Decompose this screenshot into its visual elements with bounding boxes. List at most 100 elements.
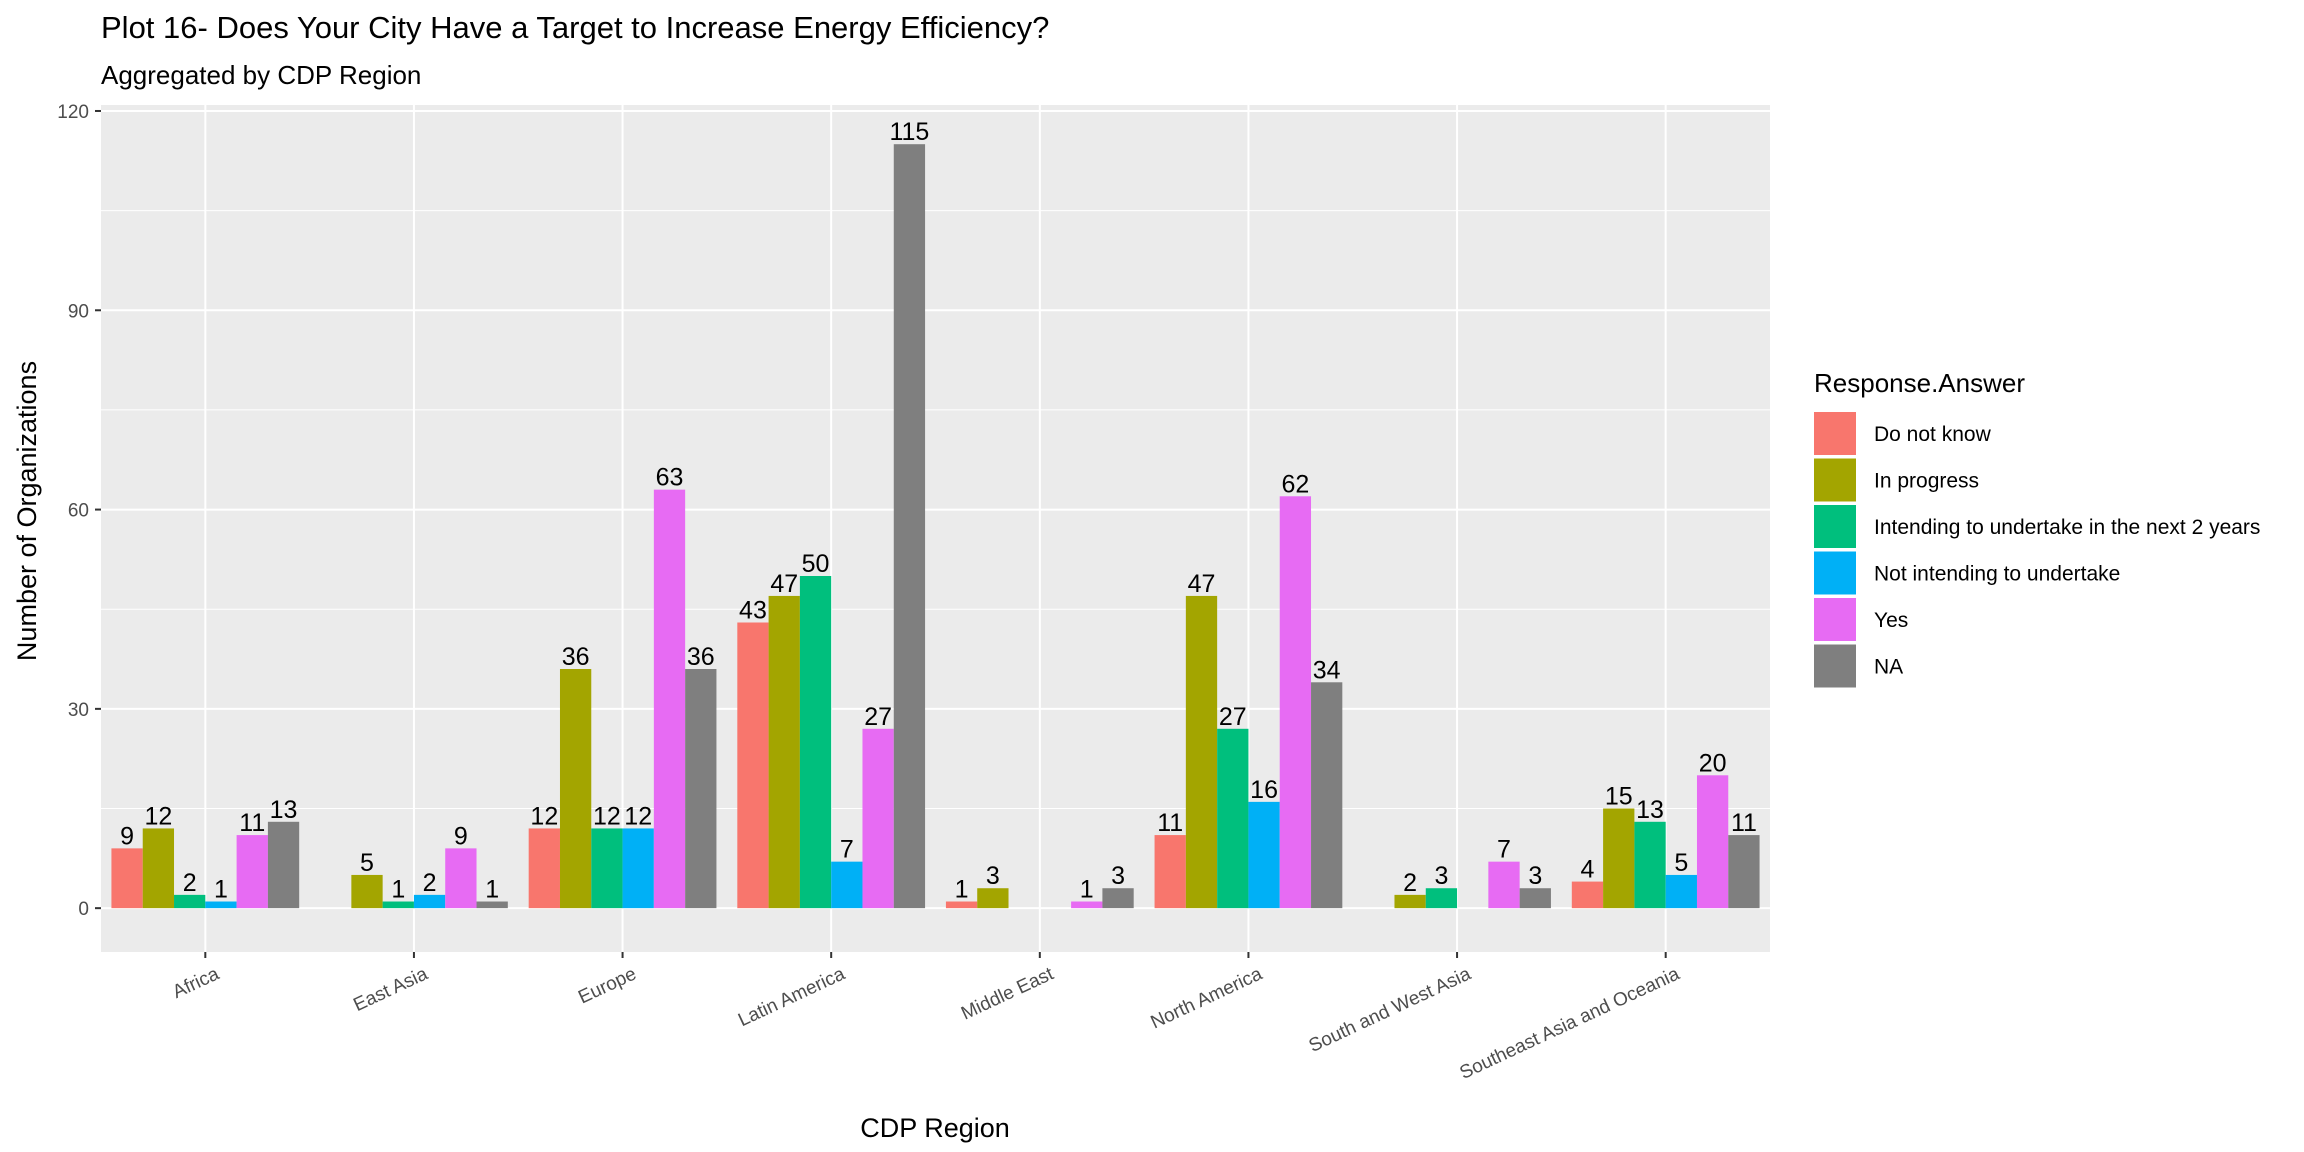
bar-latin-america-not-intending-to-undertake: [831, 861, 863, 909]
bars: [111, 144, 1760, 909]
x-axis-title: CDP Region: [860, 1113, 1010, 1143]
data-label-north-america-na: 34: [1313, 656, 1341, 684]
bar-southeast-asia-and-oceania-intending-to-undertake-in-the-next-2-years: [1634, 821, 1666, 909]
data-label-southeast-asia-and-oceania-not-intending-to-undertake: 5: [1674, 849, 1688, 877]
bar-latin-america-do-not-know: [737, 622, 769, 909]
bar-europe-intending-to-undertake-in-the-next-2-years: [591, 828, 623, 909]
y-tick-label: 90: [68, 301, 89, 322]
bar-southeast-asia-and-oceania-yes: [1696, 775, 1729, 909]
bar-middle-east-yes: [1071, 901, 1103, 909]
data-label-north-america-do-not-know: 11: [1157, 809, 1183, 837]
bar-europe-do-not-know: [528, 828, 560, 909]
legend-swatch-na: [1814, 644, 1856, 688]
legend-label-na: NA: [1874, 656, 1903, 679]
bar-north-america-yes: [1279, 496, 1312, 909]
bar-latin-america-yes: [862, 728, 894, 909]
data-label-latin-america-do-not-know: 43: [739, 597, 767, 625]
legend-swatch-in-progress: [1814, 458, 1856, 502]
bar-north-america-not-intending-to-undertake: [1248, 801, 1280, 909]
data-label-south-and-west-asia-yes: 7: [1497, 836, 1511, 864]
data-label-east-asia-intending-to-undertake-in-the-next-2-years: 1: [391, 876, 405, 904]
x-axis: Africa East Asia Europe Latin America Middle…: [170, 952, 1684, 1084]
x-tick-label-middle-east: Middle East: [958, 963, 1057, 1024]
bar-middle-east-in-progress: [977, 888, 1009, 909]
chart-subtitle: Aggregated by CDP Region: [101, 60, 421, 90]
data-label-north-america-yes: 62: [1281, 470, 1309, 498]
data-label-europe-do-not-know: 12: [530, 802, 558, 830]
data-label-europe-not-intending-to-undertake: 12: [624, 802, 652, 830]
data-label-north-america-not-intending-to-undertake: 16: [1250, 776, 1278, 804]
bar-europe-in-progress: [559, 669, 592, 909]
y-axis: 0 30 60 90 120: [57, 102, 101, 920]
bar-east-asia-in-progress: [351, 874, 383, 909]
bar-latin-america-na: [893, 144, 926, 909]
data-label-north-america-in-progress: 47: [1188, 570, 1216, 598]
legend-swatch-intending-to-undertake-in-the-next-2-years: [1814, 505, 1856, 548]
bar-north-america-na: [1311, 682, 1343, 909]
bar-africa-do-not-know: [111, 848, 143, 909]
bar-south-and-west-asia-na: [1519, 888, 1551, 909]
bar-africa-yes: [236, 835, 268, 909]
x-tick-label-europe: Europe: [575, 963, 639, 1008]
data-label-south-and-west-asia-intending-to-undertake-in-the-next-2-years: 3: [1434, 862, 1448, 890]
data-label-africa-not-intending-to-undertake: 1: [214, 876, 228, 904]
bar-africa-in-progress: [142, 828, 175, 909]
y-axis-title: Number of Organizations: [12, 361, 42, 661]
bar-latin-america-in-progress: [768, 595, 800, 909]
legend-title: Response.Answer: [1814, 368, 2025, 398]
data-label-africa-yes: 11: [239, 809, 265, 837]
data-label-europe-na: 36: [687, 643, 715, 671]
data-label-latin-america-yes: 27: [864, 703, 892, 731]
data-label-latin-america-intending-to-undertake-in-the-next-2-years: 50: [802, 550, 830, 578]
bar-south-and-west-asia-yes: [1488, 861, 1520, 909]
data-label-latin-america-in-progress: 47: [770, 570, 798, 598]
y-tick-label: 120: [57, 102, 89, 123]
bar-east-asia-intending-to-undertake-in-the-next-2-years: [382, 901, 414, 909]
bar-africa-intending-to-undertake-in-the-next-2-years: [174, 894, 206, 909]
data-label-middle-east-yes: 1: [1080, 876, 1094, 904]
x-tick-label-east-asia: East Asia: [350, 963, 431, 1016]
bar-east-asia-not-intending-to-undertake: [413, 894, 446, 909]
legend-label-in-progress: In progress: [1874, 470, 1979, 493]
data-label-middle-east-na: 3: [1111, 862, 1125, 890]
legend-label-intending-to-undertake-in-the-next-2-years: Intending to undertake in the next 2 yea…: [1874, 516, 2260, 539]
plot-panel: [101, 105, 1770, 952]
chart-title: Plot 16- Does Your City Have a Target to…: [101, 10, 1049, 45]
bar-southeast-asia-and-oceania-do-not-know: [1571, 881, 1604, 909]
x-tick-label-southeast-asia-and-oceania: Southeast Asia and Oceania: [1457, 963, 1684, 1084]
x-tick-label-africa: Africa: [170, 963, 223, 1003]
data-label-southeast-asia-and-oceania-na: 11: [1731, 809, 1757, 837]
x-tick-label-south-and-west-asia: South and West Asia: [1306, 963, 1475, 1057]
data-label-europe-in-progress: 36: [562, 643, 590, 671]
data-label-north-america-intending-to-undertake-in-the-next-2-years: 27: [1219, 703, 1247, 731]
data-label-south-and-west-asia-na: 3: [1528, 862, 1542, 890]
bar-north-america-intending-to-undertake-in-the-next-2-years: [1217, 728, 1249, 909]
bar-europe-yes: [653, 489, 686, 909]
data-label-southeast-asia-and-oceania-do-not-know: 4: [1581, 856, 1595, 884]
bar-africa-not-intending-to-undertake: [205, 901, 237, 909]
bar-middle-east-do-not-know: [945, 901, 978, 909]
x-tick-label-north-america: North America: [1148, 963, 1266, 1033]
bar-southeast-asia-and-oceania-in-progress: [1603, 808, 1635, 909]
legend-swatch-not-intending-to-undertake: [1814, 551, 1856, 595]
legend-label-do-not-know: Do not know: [1874, 423, 1992, 446]
legend-label-not-intending-to-undertake: Not intending to undertake: [1874, 563, 2120, 586]
bar-east-asia-yes: [445, 848, 477, 909]
x-tick-label-latin-america: Latin America: [735, 963, 849, 1031]
bar-east-asia-na: [476, 901, 508, 909]
y-tick-label: 60: [68, 501, 89, 522]
bar-middle-east-na: [1102, 888, 1134, 909]
data-label-east-asia-na: 1: [485, 876, 499, 904]
bar-south-and-west-asia-in-progress: [1394, 894, 1426, 909]
y-tick-label: 30: [68, 700, 89, 721]
data-label-middle-east-in-progress: 3: [986, 862, 1000, 890]
data-label-east-asia-not-intending-to-undertake: 2: [423, 869, 437, 897]
bar-south-and-west-asia-intending-to-undertake-in-the-next-2-years: [1425, 888, 1458, 909]
data-label-middle-east-do-not-know: 1: [955, 876, 969, 904]
bar-north-america-in-progress: [1185, 595, 1218, 909]
bar-latin-america-intending-to-undertake-in-the-next-2-years: [799, 575, 832, 909]
data-label-africa-intending-to-undertake-in-the-next-2-years: 2: [183, 869, 197, 897]
data-label-africa-do-not-know: 9: [120, 822, 134, 850]
